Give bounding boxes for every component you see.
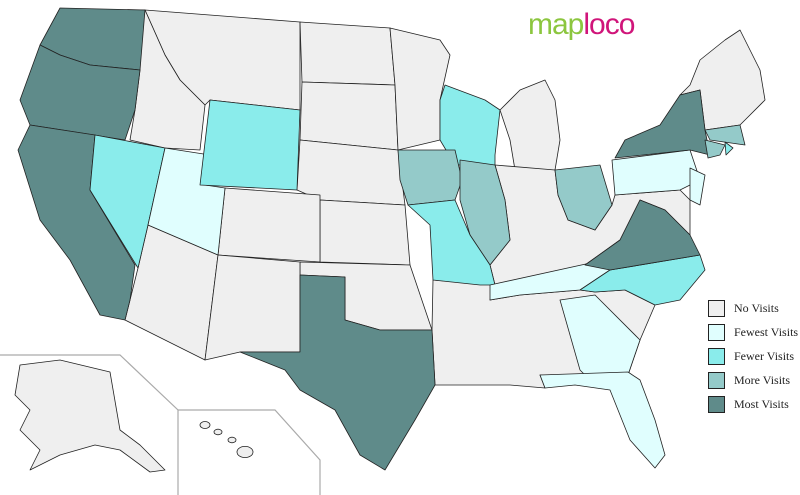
legend-swatch — [708, 323, 725, 341]
state-mi[interactable] — [499, 79, 561, 171]
state-nj[interactable] — [689, 167, 706, 206]
state-sd[interactable] — [299, 81, 399, 151]
state-nv[interactable] — [89, 134, 166, 269]
legend-label: No Visits — [734, 300, 779, 315]
legend-label: Most Visits — [734, 396, 789, 411]
state-hi[interactable] — [236, 445, 254, 458]
legend-label: More Visits — [734, 372, 791, 387]
legend-item: More Visits — [708, 368, 798, 392]
legend: No Visits Fewest Visits Fewer Visits More V… — [708, 296, 798, 416]
state-ak[interactable] — [14, 359, 166, 473]
hawaii-inset-border — [178, 409, 321, 495]
legend-swatch — [708, 371, 725, 389]
state-wy[interactable] — [199, 99, 301, 191]
maploco-logo: maploco — [528, 8, 635, 41]
legend-label: Fewest Visits — [734, 324, 799, 339]
legend-item: No Visits — [708, 296, 798, 320]
legend-label: Fewer Visits — [734, 348, 795, 363]
state-oh[interactable] — [554, 164, 613, 231]
state-ks[interactable] — [319, 199, 411, 266]
state-ia[interactable] — [397, 149, 463, 206]
state-hi[interactable] — [227, 436, 237, 444]
state-ny[interactable] — [614, 89, 711, 159]
alaska-inset-border — [0, 354, 179, 495]
legend-item: Fewer Visits — [708, 344, 798, 368]
state-fl[interactable] — [539, 371, 666, 469]
legend-item: Fewest Visits — [708, 320, 798, 344]
state-hi[interactable] — [213, 428, 223, 436]
legend-swatch — [708, 299, 725, 317]
legend-swatch — [708, 395, 725, 413]
state-or[interactable] — [19, 44, 141, 141]
legend-swatch — [708, 347, 725, 365]
state-va[interactable] — [584, 199, 701, 271]
state-nm[interactable] — [204, 254, 301, 361]
state-co[interactable] — [217, 187, 321, 263]
state-tx[interactable] — [239, 274, 436, 471]
state-ri[interactable] — [724, 141, 734, 156]
state-hi[interactable] — [199, 421, 211, 429]
state-nd[interactable] — [299, 21, 396, 86]
state-ct[interactable] — [704, 139, 726, 159]
legend-item: Most Visits — [708, 392, 798, 416]
state-ma[interactable] — [704, 124, 746, 146]
